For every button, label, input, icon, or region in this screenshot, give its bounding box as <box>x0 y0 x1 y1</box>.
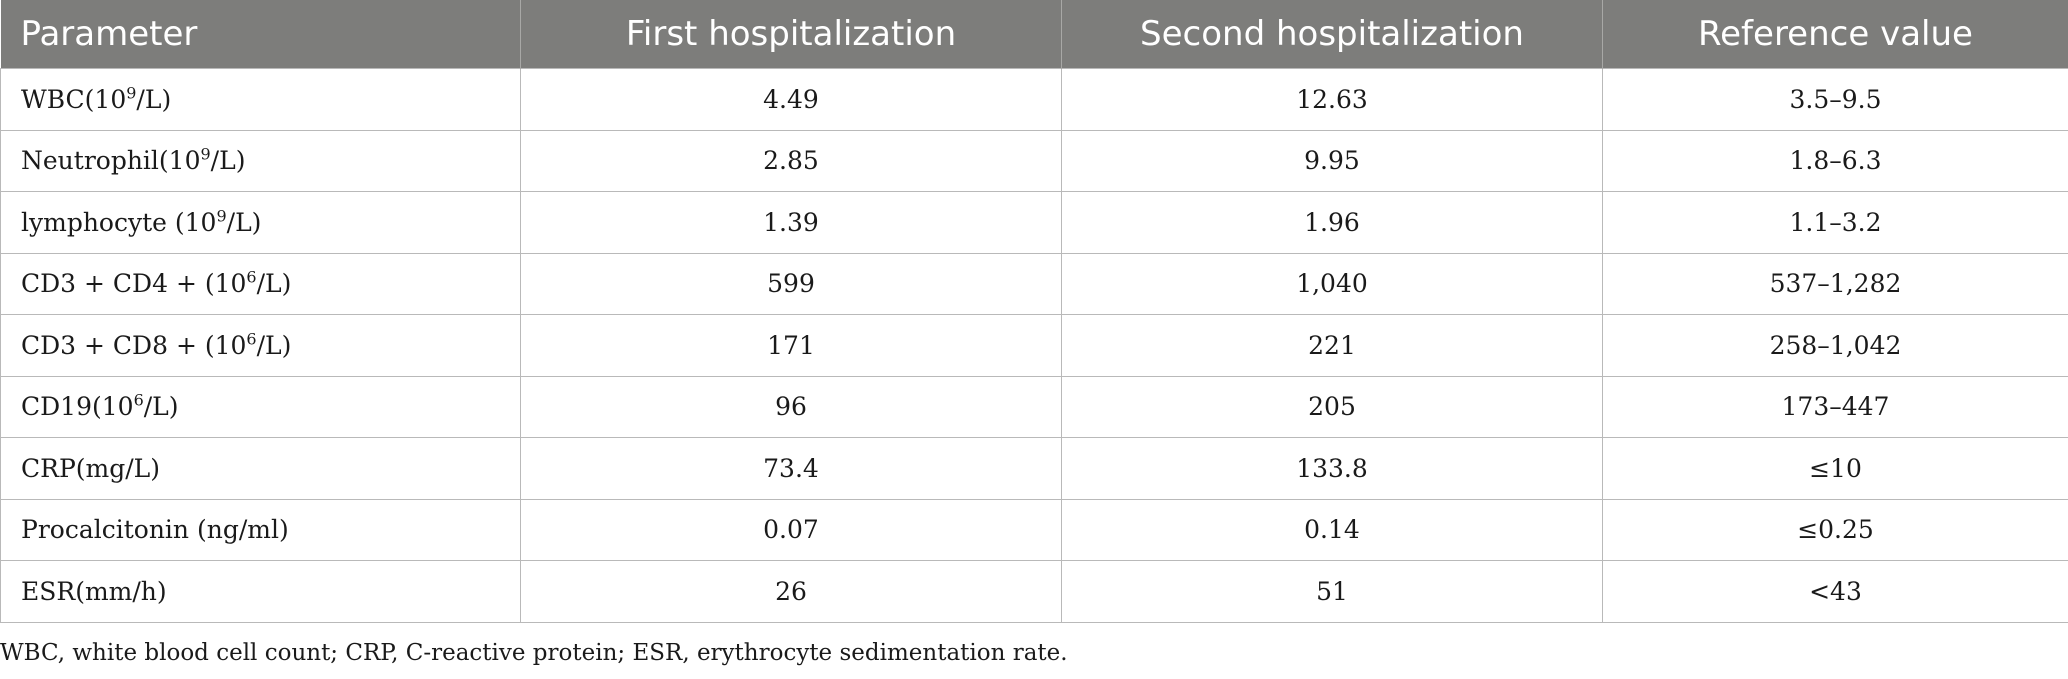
lab-results-table: Parameter First hospitalization Second h… <box>0 0 2068 623</box>
parameter-cell: Procalcitonin (ng/ml) <box>0 498 521 561</box>
reference-value-cell: 258–1,042 <box>1602 314 2068 377</box>
table-row: lymphocyte (109/L) 1.39 1.96 1.1–3.2 <box>0 191 2068 254</box>
second-value-cell: 221 <box>1061 314 1603 377</box>
second-value-cell: 51 <box>1061 560 1603 623</box>
parameter-cell: CRP(mg/L) <box>0 437 521 500</box>
header-reference-value: Reference value <box>1602 0 2068 69</box>
table-row: CD19(106/L) 96 205 173–447 <box>0 375 2068 438</box>
header-parameter: Parameter <box>0 0 521 69</box>
first-value-cell: 1.39 <box>520 191 1062 254</box>
reference-value-cell: ≤10 <box>1602 437 2068 500</box>
reference-value-cell: ≤0.25 <box>1602 498 2068 561</box>
table-row: Procalcitonin (ng/ml) 0.07 0.14 ≤0.25 <box>0 498 2068 561</box>
first-value-cell: 96 <box>520 375 1062 438</box>
first-value-cell: 4.49 <box>520 68 1062 131</box>
reference-value-cell: <43 <box>1602 560 2068 623</box>
parameter-cell: Neutrophil(109/L) <box>0 129 521 192</box>
table-row: Neutrophil(109/L) 2.85 9.95 1.8–6.3 <box>0 129 2068 192</box>
table-row: CD3 + CD4 + (106/L) 599 1,040 537–1,282 <box>0 252 2068 315</box>
first-value-cell: 26 <box>520 560 1062 623</box>
table-body: WBC(109/L) 4.49 12.63 3.5–9.5 Neutrophil… <box>0 68 2068 623</box>
parameter-cell: lymphocyte (109/L) <box>0 191 521 254</box>
reference-value-cell: 1.1–3.2 <box>1602 191 2068 254</box>
parameter-cell: ESR(mm/h) <box>0 560 521 623</box>
table-row: ESR(mm/h) 26 51 <43 <box>0 560 2068 623</box>
table-footnote: WBC, white blood cell count; CRP, C-reac… <box>0 640 1068 666</box>
header-second-hospitalization: Second hospitalization <box>1061 0 1603 69</box>
second-value-cell: 205 <box>1061 375 1603 438</box>
parameter-cell: CD3 + CD4 + (106/L) <box>0 252 521 315</box>
lab-results-table-container: Parameter First hospitalization Second h… <box>0 0 2068 623</box>
first-value-cell: 73.4 <box>520 437 1062 500</box>
second-value-cell: 9.95 <box>1061 129 1603 192</box>
table-header: Parameter First hospitalization Second h… <box>0 0 2068 69</box>
reference-value-cell: 173–447 <box>1602 375 2068 438</box>
table-row: CD3 + CD8 + (106/L) 171 221 258–1,042 <box>0 314 2068 377</box>
parameter-cell: WBC(109/L) <box>0 68 521 131</box>
header-first-hospitalization: First hospitalization <box>520 0 1062 69</box>
reference-value-cell: 1.8–6.3 <box>1602 129 2068 192</box>
first-value-cell: 0.07 <box>520 498 1062 561</box>
reference-value-cell: 3.5–9.5 <box>1602 68 2068 131</box>
second-value-cell: 1,040 <box>1061 252 1603 315</box>
parameter-cell: CD3 + CD8 + (106/L) <box>0 314 521 377</box>
second-value-cell: 133.8 <box>1061 437 1603 500</box>
first-value-cell: 599 <box>520 252 1062 315</box>
first-value-cell: 2.85 <box>520 129 1062 192</box>
second-value-cell: 12.63 <box>1061 68 1603 131</box>
second-value-cell: 0.14 <box>1061 498 1603 561</box>
reference-value-cell: 537–1,282 <box>1602 252 2068 315</box>
table-row: CRP(mg/L) 73.4 133.8 ≤10 <box>0 437 2068 500</box>
second-value-cell: 1.96 <box>1061 191 1603 254</box>
first-value-cell: 171 <box>520 314 1062 377</box>
header-row: Parameter First hospitalization Second h… <box>0 0 2068 69</box>
table-row: WBC(109/L) 4.49 12.63 3.5–9.5 <box>0 68 2068 131</box>
parameter-cell: CD19(106/L) <box>0 375 521 438</box>
